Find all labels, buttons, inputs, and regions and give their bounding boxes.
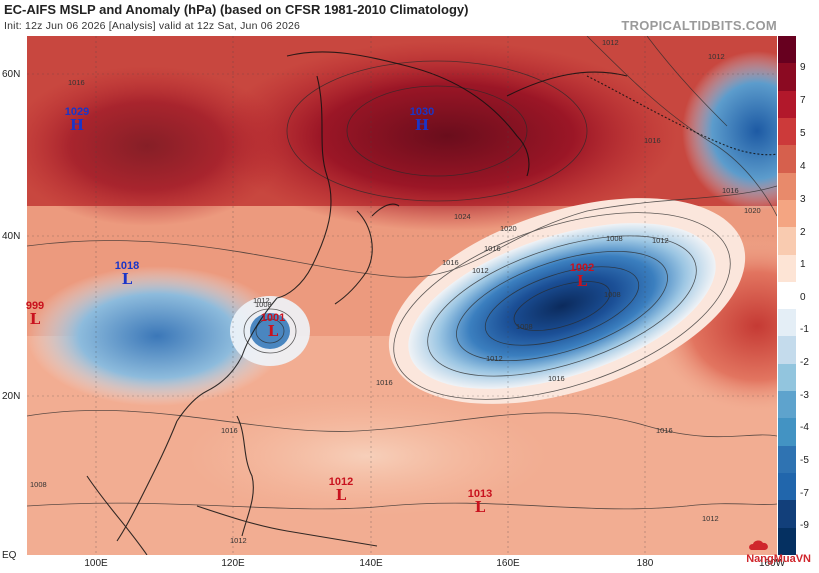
isobar-label: 1024: [454, 212, 471, 221]
low-pressure-center: 1012 L: [328, 476, 354, 504]
lon-label: 120E: [221, 558, 245, 569]
colorbar-segment: [778, 309, 796, 337]
isobar-label: 1008: [606, 234, 623, 243]
lat-label: 40N: [2, 231, 21, 242]
map-title: EC-AIFS MSLP and Anomaly (hPa) (based on…: [4, 2, 469, 17]
high-pressure-center: 1029 H: [64, 106, 90, 134]
colorbar-segment: [778, 418, 796, 446]
isobar-label: 1008: [255, 300, 272, 309]
isobar-label: 1016: [548, 374, 565, 383]
lat-label: 60N: [2, 69, 21, 80]
colorbar-segment: [778, 527, 796, 555]
isobar-label: 1016: [68, 78, 85, 87]
colorbar-segment: [778, 145, 796, 173]
colorbar-label: 4: [800, 161, 806, 172]
lat-label: EQ: [2, 550, 17, 561]
brand-label[interactable]: TROPICALTIDBITS.COM: [621, 18, 777, 33]
lon-label: 180: [636, 558, 654, 569]
cloud-rain-icon: [749, 540, 768, 550]
colorbar-segment: [778, 172, 796, 200]
colorbar-segment: [778, 63, 796, 91]
low-pressure-center: 999 L: [25, 300, 45, 328]
low-pressure-center: 1018 L: [114, 260, 140, 288]
colorbar-label: 7: [800, 95, 806, 106]
isobar-label: 1016: [376, 378, 393, 387]
isobar-label: 1008: [604, 290, 621, 299]
isobar-label: 1012: [708, 52, 725, 61]
isobar-label: 1012: [602, 38, 619, 47]
colorbar-label: -9: [800, 520, 809, 531]
high-pressure-center: 1030 H: [409, 106, 435, 134]
lat-label: 20N: [2, 391, 21, 402]
low-pressure-center: 1001 L: [260, 312, 286, 340]
isobar-label: 1012: [230, 536, 247, 545]
lon-label: 100E: [84, 558, 108, 569]
colorbar-label: -5: [800, 455, 809, 466]
colorbar-segment: [778, 254, 796, 282]
isobar-label: 1012: [253, 296, 270, 305]
isobar-label: 1016: [221, 426, 238, 435]
isobar-label: 1016: [442, 258, 459, 267]
colorbar-segment: [778, 227, 796, 255]
isobar-label: 1020: [744, 206, 761, 215]
watermark-logo: NangMuaVN: [746, 553, 811, 565]
isobar-label: 1012: [486, 354, 503, 363]
colorbar-label: -3: [800, 390, 809, 401]
colorbar-segment: [778, 473, 796, 501]
low-pressure-center: 1013 L: [467, 488, 493, 516]
lon-label: 160W: [758, 558, 786, 569]
isobar-label: 1016: [722, 186, 739, 195]
isobar-label: 1012: [472, 266, 489, 275]
map-panel: [27, 36, 777, 555]
isobar-label: 1012: [702, 514, 719, 523]
isobar-label: 1008: [30, 480, 47, 489]
isobar-label: 1008: [516, 322, 533, 331]
colorbar-segment: [778, 281, 796, 310]
map-subtitle: Init: 12z Jun 06 2026 [Analysis] valid a…: [4, 20, 301, 32]
colorbar-segment: [778, 363, 796, 392]
isobar-label: 1016: [484, 244, 501, 253]
colorbar-label: 0: [800, 292, 806, 303]
colorbar-segment: [778, 36, 796, 64]
colorbar-label: 3: [800, 194, 806, 205]
lon-label: 140E: [359, 558, 383, 569]
isobar-label: 1012: [652, 236, 669, 245]
low-pressure-center: 1002 L: [569, 262, 595, 290]
isobar-label: 1020: [500, 224, 517, 233]
colorbar-segment: [778, 500, 796, 528]
colorbar-segment: [778, 336, 796, 364]
colorbar-label: -2: [800, 357, 809, 368]
anomaly-field: [27, 36, 777, 555]
colorbar-label: -7: [800, 488, 809, 499]
colorbar-segment: [778, 90, 796, 118]
colorbar-label: 2: [800, 227, 806, 238]
colorbar-label: -4: [800, 422, 809, 433]
colorbar-segment: [778, 445, 796, 473]
colorbar-segment: [778, 391, 796, 419]
colorbar-label: 9: [800, 62, 806, 73]
colorbar-label: 1: [800, 259, 806, 270]
colorbar-label: 5: [800, 128, 806, 139]
colorbar-segment: [778, 199, 796, 228]
lon-label: 160E: [496, 558, 520, 569]
colorbar-segment: [778, 117, 796, 146]
isobar-label: 1016: [644, 136, 661, 145]
colorbar-label: -1: [800, 324, 809, 335]
isobar-label: 1016: [656, 426, 673, 435]
anomaly-colorbar: [778, 36, 796, 555]
